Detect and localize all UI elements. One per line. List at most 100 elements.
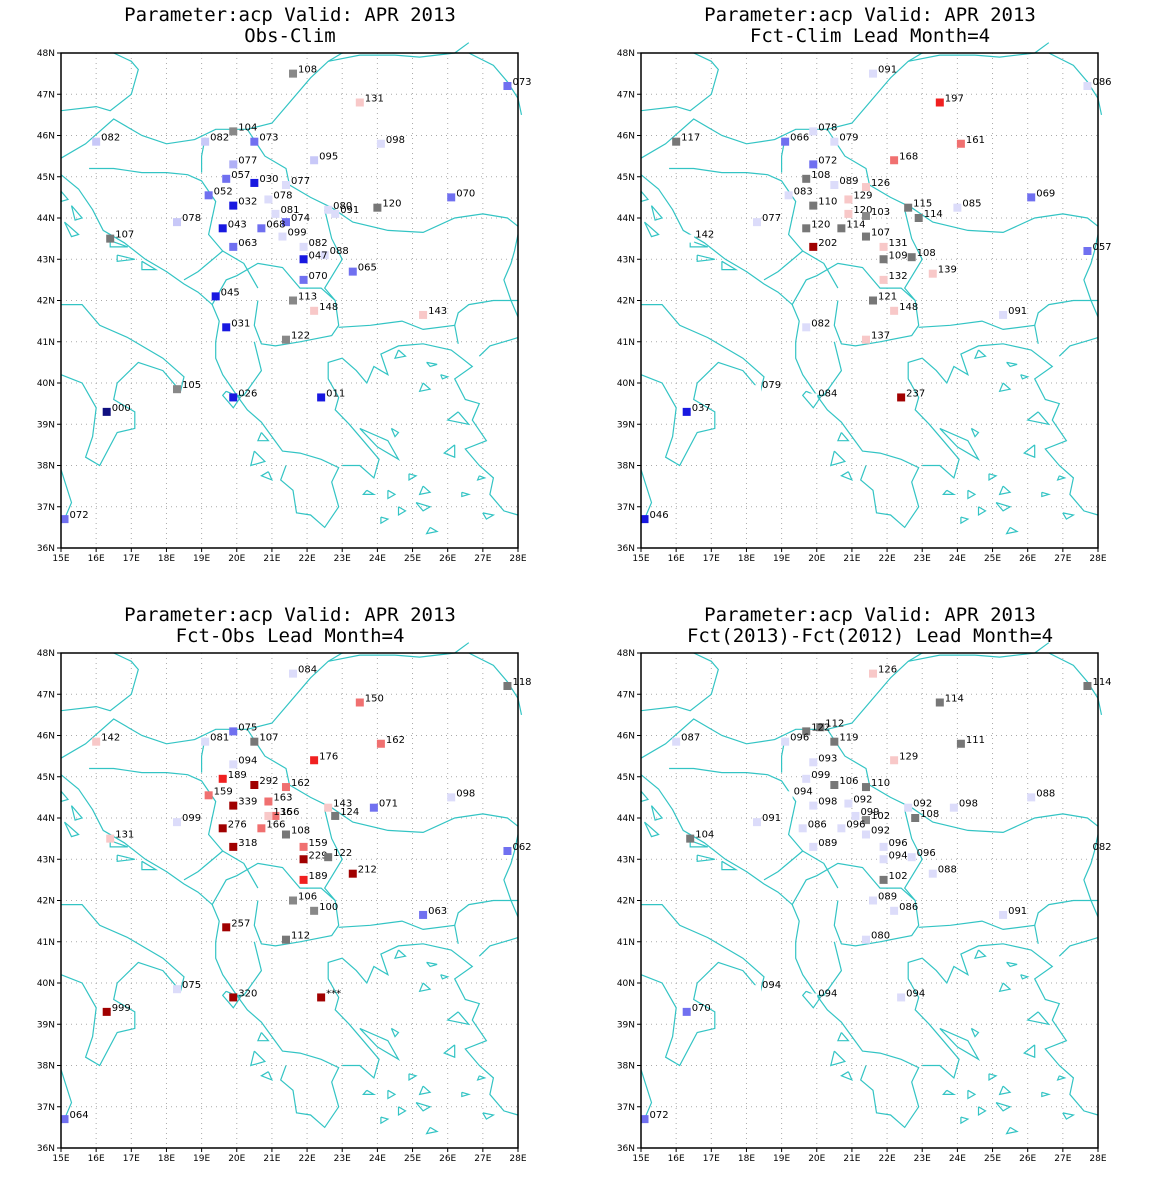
station-value-label: 066 (790, 133, 809, 144)
station-value-label: 082 (210, 133, 229, 144)
station-marker (355, 698, 364, 707)
station-marker (218, 824, 227, 833)
station-value-label: 292 (259, 776, 278, 787)
station-value-label: 121 (878, 292, 897, 303)
station-value-label: 162 (386, 735, 405, 746)
lon-tick-label: 16E (668, 554, 685, 564)
lat-tick-label: 36N (617, 1144, 635, 1154)
lon-tick-label: 21E (263, 554, 280, 564)
lon-tick-label: 27E (474, 1154, 491, 1164)
station-marker (310, 906, 319, 915)
station-value-label: 094 (818, 988, 837, 999)
station-marker (956, 739, 965, 748)
station-marker (879, 242, 888, 251)
station-value-label: 320 (238, 988, 257, 999)
station-value-label: 082 (1092, 842, 1111, 853)
station-marker (753, 985, 762, 994)
station-value-label: 129 (853, 190, 872, 201)
station-value-label: 109 (889, 250, 908, 261)
station-marker (106, 234, 115, 243)
lat-tick-label: 47N (617, 690, 635, 700)
station-marker (503, 847, 512, 855)
station-marker (264, 797, 273, 806)
lon-tick-label: 17E (703, 1154, 720, 1164)
lat-tick-label: 38N (617, 1062, 635, 1072)
station-marker (447, 193, 456, 202)
station-value-label: 161 (966, 135, 985, 146)
station-marker (376, 739, 385, 748)
lon-tick-label: 23E (334, 1154, 351, 1164)
panel-subtitle: Fct(2013)-Fct(2012) Lead Month=4 (686, 625, 1054, 647)
station-value-label: 079 (839, 133, 858, 144)
station-marker (802, 774, 811, 783)
station-marker (229, 201, 238, 210)
station-value-label: 112 (825, 718, 844, 729)
lon-tick-label: 24E (949, 554, 966, 564)
station-value-label: 099 (811, 770, 830, 781)
station-marker (281, 935, 290, 944)
station-value-label: 339 (238, 797, 257, 808)
station-value-label: 099 (860, 807, 879, 818)
station-marker (999, 310, 1008, 319)
station-marker (1083, 82, 1092, 90)
station-value-label: 120 (853, 205, 872, 216)
station-value-label: 212 (358, 865, 377, 876)
station-marker (904, 803, 913, 812)
station-value-label: 112 (291, 931, 310, 942)
station-marker (935, 698, 944, 707)
station-value-label: 114 (924, 209, 943, 220)
station-value-label: 080 (871, 931, 890, 942)
station-value-label: 202 (818, 238, 837, 249)
lon-tick-label: 15E (52, 554, 69, 564)
lat-tick-label: 39N (617, 420, 635, 430)
station-value-label: 077 (291, 176, 310, 187)
station-marker (229, 842, 238, 851)
station-value-label: 057 (231, 170, 250, 181)
lat-tick-label: 46N (37, 732, 55, 742)
station-marker (798, 824, 807, 833)
station-marker (257, 824, 266, 833)
lat-tick-label: 41N (37, 338, 55, 348)
station-marker (682, 407, 691, 416)
station-value-label: 094 (889, 850, 908, 861)
station-marker (809, 127, 818, 136)
lon-tick-label: 19E (773, 1154, 790, 1164)
station-value-label: 114 (1092, 677, 1111, 688)
station-marker (218, 224, 227, 233)
lat-tick-label: 40N (617, 979, 635, 989)
station-value-label: 106 (298, 892, 317, 903)
station-marker (672, 737, 681, 746)
station-value-label: 166 (266, 819, 285, 830)
station-marker (250, 178, 259, 187)
station-marker (844, 195, 853, 204)
station-value-label: 102 (871, 811, 890, 822)
station-marker (935, 98, 944, 107)
station-value-label: 086 (899, 902, 918, 913)
lat-tick-label: 48N (617, 649, 635, 659)
station-value-label: 084 (298, 665, 317, 676)
station-marker (204, 191, 213, 200)
station-value-label: 072 (818, 155, 837, 166)
station-value-label: 129 (899, 751, 918, 762)
lon-tick-label: 24E (369, 1154, 386, 1164)
station-marker (348, 267, 357, 276)
station-value-label: 999 (112, 1003, 131, 1014)
station-marker (851, 811, 860, 820)
station-value-label: 117 (681, 133, 700, 144)
station-value-label: 081 (280, 205, 299, 216)
lat-tick-label: 42N (37, 897, 55, 907)
lat-tick-label: 46N (617, 132, 635, 142)
station-value-label: 096 (917, 848, 936, 859)
station-marker (907, 853, 916, 862)
station-value-label: 031 (231, 318, 250, 329)
station-value-label: 037 (692, 403, 711, 414)
station-marker (861, 232, 870, 241)
station-value-label: 122 (811, 722, 830, 733)
station-marker (204, 791, 213, 800)
lat-tick-label: 39N (617, 1020, 635, 1030)
lon-tick-label: 23E (914, 1154, 931, 1164)
axis-labels: 15E 16E 17E 18E 19E 20E 21E 22E 23E 24E 25E 26E 27E 2… (37, 49, 527, 564)
lat-tick-label: 43N (617, 855, 635, 865)
station-value-label: 070 (309, 271, 328, 282)
